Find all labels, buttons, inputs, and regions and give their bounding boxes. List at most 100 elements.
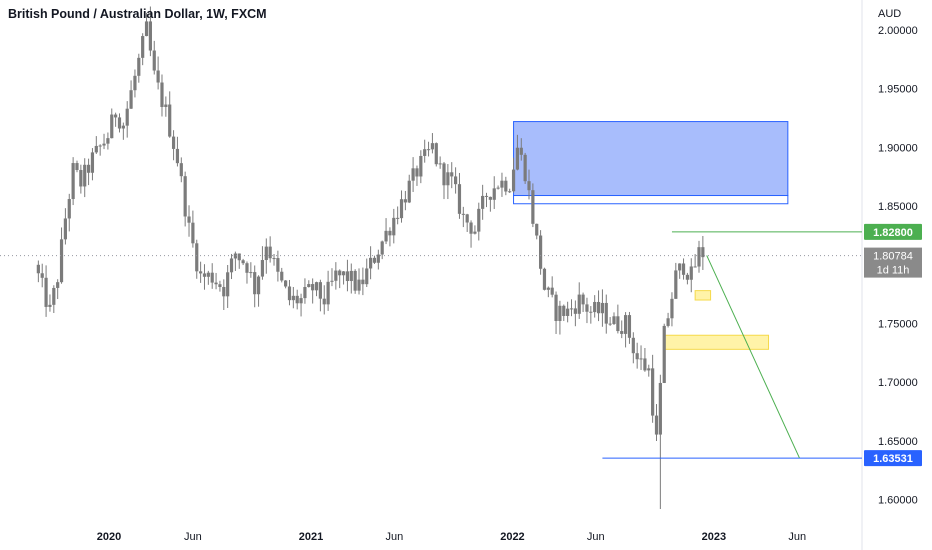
candle-body	[527, 181, 531, 191]
candle-body	[268, 246, 272, 259]
candle	[299, 293, 303, 317]
candle-body	[121, 125, 125, 129]
candle-body	[202, 273, 207, 277]
candle-body	[237, 253, 241, 261]
candle	[430, 133, 435, 154]
candle	[384, 218, 388, 245]
candle	[558, 300, 562, 335]
candle-body	[241, 260, 245, 264]
price-axis[interactable]: AUD 2.000001.950001.900001.850001.800001…	[878, 8, 918, 507]
candle-body	[481, 195, 485, 209]
candle-body	[276, 258, 280, 272]
price-tick-label: 1.90000	[878, 142, 918, 154]
candle-body	[492, 188, 496, 200]
candle-body	[519, 147, 523, 155]
candle	[276, 250, 280, 282]
candle	[318, 279, 322, 312]
candle	[114, 112, 118, 127]
candle-body	[438, 163, 442, 165]
blue-level-tag-bg	[864, 450, 922, 467]
time-axis[interactable]: 2020 Jun 2021 Jun 2022 Jun 2023 Jun	[97, 531, 806, 543]
time-tick-label: 2021	[299, 531, 323, 543]
candle	[566, 301, 570, 323]
chart-title: British Pound / Australian Dollar, 1W, F…	[8, 7, 267, 21]
candle-body	[245, 263, 249, 273]
candle	[56, 279, 60, 300]
candle	[365, 258, 369, 287]
candle-body	[488, 196, 492, 200]
candle	[94, 136, 98, 154]
candle	[187, 205, 191, 237]
candle-body	[303, 286, 307, 299]
candle-body	[59, 239, 64, 283]
candle-body	[318, 282, 322, 299]
candle	[596, 290, 601, 322]
countdown-label: 1d 11h	[877, 265, 910, 277]
candle	[635, 342, 639, 369]
candle-body	[141, 36, 145, 58]
candle	[245, 261, 249, 284]
candle	[450, 162, 454, 189]
candle-body	[419, 155, 423, 177]
candle	[195, 239, 199, 279]
candle	[392, 208, 396, 244]
candle-body	[701, 247, 705, 258]
projection-trend-line	[706, 255, 800, 459]
candle-body	[380, 241, 384, 255]
candle-body	[654, 415, 659, 435]
candle	[504, 176, 508, 196]
candle	[233, 251, 237, 271]
candle-body	[187, 216, 191, 223]
candle	[141, 33, 145, 66]
candle-body	[697, 247, 701, 267]
candle-body	[596, 301, 601, 314]
candle-body	[392, 217, 396, 236]
candle	[623, 312, 628, 348]
candle	[67, 193, 71, 232]
candle-body	[496, 187, 500, 189]
candle	[542, 267, 547, 291]
candle	[291, 286, 295, 309]
candle-body	[357, 279, 361, 291]
candle	[701, 235, 705, 270]
candle	[303, 278, 307, 304]
candle-body	[322, 298, 326, 305]
candle	[620, 320, 624, 339]
candle	[357, 268, 361, 295]
candle	[191, 210, 195, 248]
candle	[519, 138, 523, 161]
candle-body	[457, 184, 462, 214]
candle	[160, 74, 164, 117]
candle-body	[465, 214, 469, 223]
candle-body	[291, 295, 295, 301]
candle-body	[326, 281, 330, 305]
candle	[523, 152, 527, 184]
blue-level-tag: 1.63531	[864, 450, 922, 467]
candle-body	[110, 114, 114, 139]
candle-body	[372, 257, 377, 263]
candle-body	[388, 230, 392, 236]
candle	[179, 157, 183, 183]
time-tick-label: Jun	[788, 531, 806, 543]
candle-body	[152, 50, 156, 71]
candle-body	[67, 199, 71, 219]
candle-body	[430, 143, 435, 150]
candle	[168, 91, 172, 138]
candle	[500, 172, 504, 197]
candle	[457, 172, 462, 219]
candle	[75, 160, 79, 173]
candle-body	[542, 268, 547, 290]
candle-body	[330, 280, 334, 282]
candle-body	[79, 169, 83, 187]
candle	[106, 132, 110, 150]
candle-body	[295, 295, 299, 304]
candle-body	[75, 163, 79, 170]
candle-body	[345, 271, 350, 282]
candle	[508, 188, 512, 193]
candle-body	[156, 70, 160, 83]
candle-body	[361, 279, 365, 285]
candle	[608, 317, 612, 326]
candle	[670, 292, 674, 327]
candle	[403, 190, 407, 211]
